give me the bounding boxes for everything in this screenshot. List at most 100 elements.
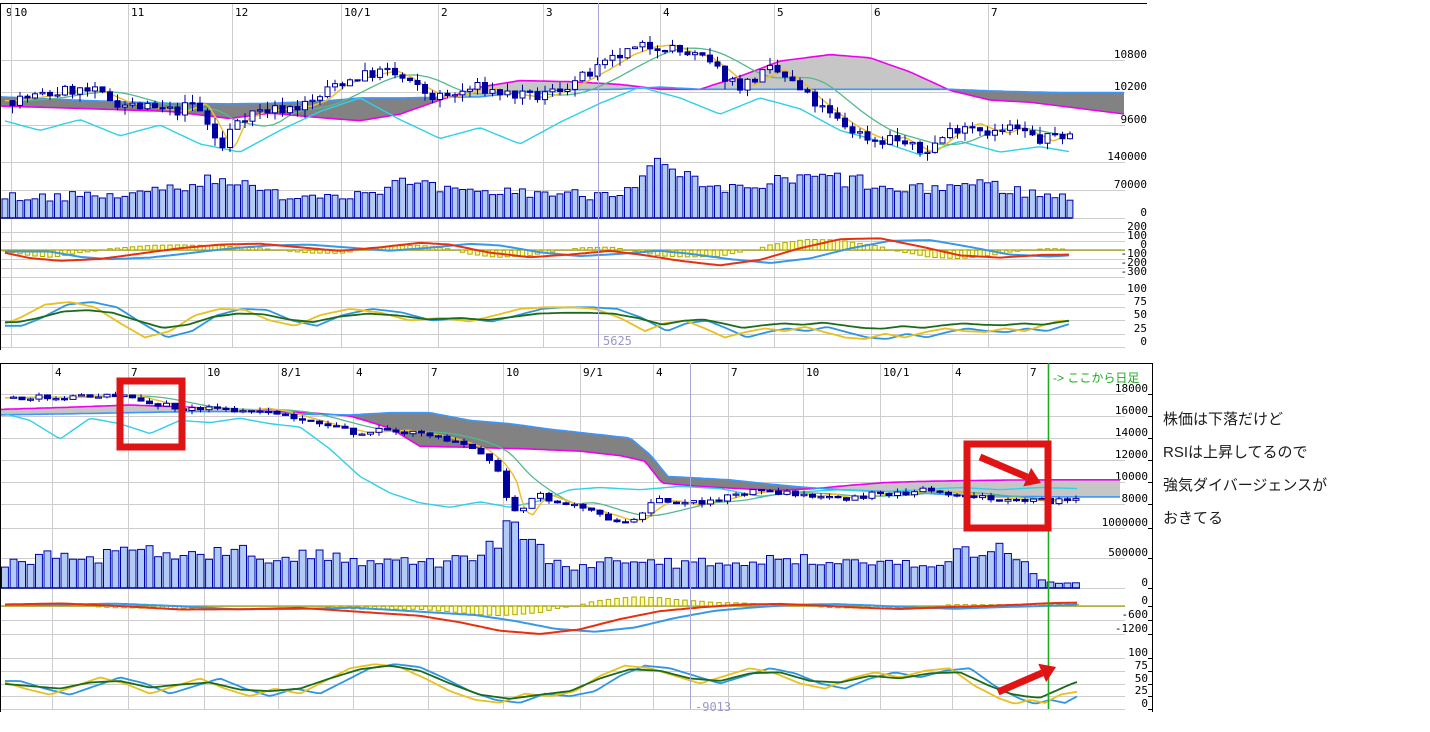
volume-bar [69, 558, 77, 589]
volume-bar [1014, 186, 1021, 219]
candle-body [32, 93, 38, 99]
macd-histogram-bar [137, 245, 143, 251]
candle-body [367, 431, 374, 435]
volume-bar [978, 555, 987, 589]
candle-body [407, 77, 413, 81]
volume-bar [315, 549, 324, 589]
candle-body [594, 64, 601, 77]
candle-body [339, 83, 346, 87]
macd-histogram-bar [435, 605, 442, 612]
candle-body [669, 45, 676, 52]
candle-body [970, 495, 978, 499]
y-axis-label: 12000 [1115, 448, 1148, 461]
candle-body [872, 139, 878, 142]
candle-body [722, 65, 728, 82]
candle-body [163, 402, 170, 407]
volume-bar [298, 549, 307, 589]
macd-histogram-bar [197, 244, 203, 251]
volume-bar [84, 191, 91, 219]
volume-bar [804, 174, 811, 219]
candle-body [39, 91, 46, 95]
volume-bar [171, 558, 180, 589]
macd-histogram-bar [662, 249, 668, 257]
volume-bar [570, 569, 579, 589]
macd-histogram-bar [827, 239, 833, 251]
volume-bar [239, 544, 248, 589]
candle-body [673, 501, 680, 505]
candle-body [1037, 134, 1043, 144]
macd-histogram-bar [605, 598, 612, 607]
volume-bar [466, 188, 474, 219]
candle-body [996, 499, 1003, 502]
macd-histogram-bar [622, 597, 629, 607]
candle-body [290, 414, 298, 420]
y-axis-label: 50 [1135, 672, 1148, 685]
volume-bar [76, 195, 84, 219]
volume-bar [31, 198, 39, 219]
volume-bar [789, 182, 796, 219]
volume-bar [444, 185, 452, 219]
candle-body [231, 407, 238, 413]
volume-bar [331, 194, 339, 219]
volume-bar [534, 191, 541, 219]
volume-bar [706, 565, 715, 589]
volume-bar [77, 558, 86, 589]
macd-histogram-bar [797, 239, 803, 251]
macd-histogram-bar [24, 249, 31, 256]
candle-body [414, 80, 421, 85]
volume-bar [654, 157, 661, 219]
candle-body [789, 76, 796, 82]
macd-histogram-bar [122, 247, 128, 251]
x-axis-label: 10/1 [344, 6, 371, 19]
volume-bar [409, 563, 418, 589]
candle-body [146, 400, 153, 405]
candle-body [401, 431, 408, 435]
y-axis-label: 0 [1141, 576, 1148, 589]
macd-histogram-bar [401, 605, 408, 610]
candle-body [256, 410, 264, 413]
candle-body [662, 50, 668, 53]
macd-histogram-bar [249, 247, 256, 251]
candle-body [752, 78, 758, 83]
volume-bar [536, 543, 545, 589]
volume-bar [1, 566, 9, 589]
volume-bar [791, 563, 800, 589]
candle-body [214, 406, 221, 409]
volume-bar [894, 190, 901, 219]
volume-bar [434, 566, 443, 589]
volume-bar [630, 561, 638, 589]
macd-histogram-bar [452, 605, 459, 613]
volume-bar [230, 548, 239, 589]
candle-body [443, 435, 451, 442]
candle-body [503, 470, 510, 498]
candle-body [707, 499, 714, 505]
volume-bar [52, 557, 60, 589]
macd-histogram-bar [32, 249, 38, 257]
macd-histogram-bar [602, 246, 608, 251]
macd-histogram-bar [834, 239, 841, 251]
macd-histogram-bar [924, 249, 931, 258]
candle-body [129, 394, 136, 399]
macd-histogram-bar [77, 249, 83, 254]
x-axis-label: 4 [656, 366, 663, 379]
candle-body [95, 396, 102, 399]
volume-bar [549, 195, 556, 219]
candle-body [664, 498, 672, 503]
volume-bar [294, 198, 302, 219]
volume-bar [301, 195, 309, 219]
volume-bar [759, 187, 766, 219]
macd-histogram-bar [579, 247, 586, 251]
candle-body [868, 491, 876, 499]
candle-body [362, 70, 368, 82]
candle-body [774, 64, 781, 73]
candle-body [879, 140, 886, 145]
volume-bar [698, 557, 706, 589]
volume-bar [1051, 197, 1059, 219]
volume-bar [361, 192, 369, 219]
candle-body [316, 420, 323, 425]
y-axis-label: 50 [1134, 308, 1147, 321]
candle-body [1007, 124, 1013, 131]
rsi-gold-line [4, 663, 1078, 705]
candle-body [1064, 498, 1071, 501]
x-axis-label: 10 [14, 6, 27, 19]
